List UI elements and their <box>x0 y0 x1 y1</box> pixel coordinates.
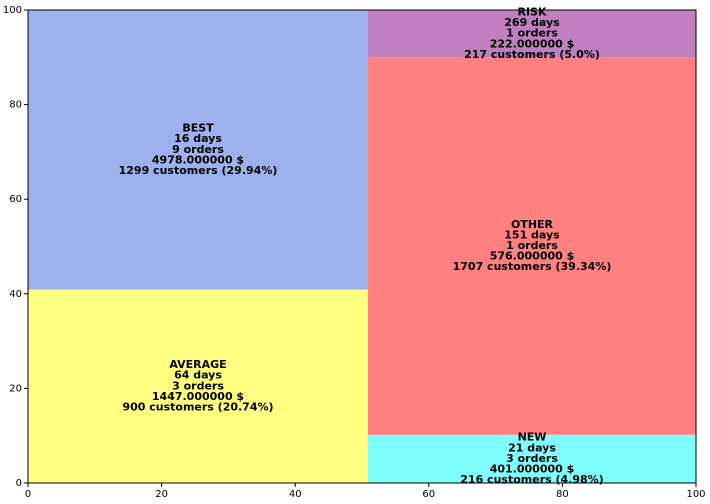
segment-new <box>368 434 696 483</box>
segment-other <box>368 57 696 435</box>
segment-label-line: 4978.000000 $ <box>152 153 244 166</box>
segment-label-line: 151 days <box>504 228 560 241</box>
segment-average <box>28 289 369 483</box>
segment-label-new: NEW 21 days 3 orders 401.000000 $216 custom… <box>460 431 603 486</box>
segment-best <box>28 10 369 290</box>
segment-label-line: 9 orders <box>172 143 224 156</box>
segment-label-line: 576.000000 $ <box>490 250 575 263</box>
segment-label-line: 16 days <box>174 132 222 145</box>
y-tick-label: 80 <box>9 100 22 111</box>
x-tick-label: 100 <box>686 489 705 500</box>
y-tick-label: 60 <box>9 194 22 205</box>
x-tick-label: 80 <box>556 489 569 500</box>
segment-label-line: 401.000000 $ <box>490 462 575 475</box>
segment-label-line: OTHER <box>511 218 554 231</box>
segment-label-line: 1447.000000 $ <box>152 390 244 403</box>
segment-label-line: 900 customers (20.74%) <box>122 400 273 413</box>
segment-label-line: RISK <box>517 5 546 18</box>
treemap-segments <box>28 10 696 483</box>
y-tick-label: 20 <box>9 383 22 394</box>
segment-label-other: OTHER 151 days 1 orders 576.000000 $1707 cu… <box>453 218 612 273</box>
y-tick-label: 40 <box>9 289 22 300</box>
segment-label-line: 1 orders <box>506 239 558 252</box>
segment-label-line: 217 customers (5.0%) <box>464 48 600 61</box>
segment-label-line: NEW <box>518 431 547 444</box>
segment-risk <box>368 10 696 58</box>
segment-label-line: 269 days <box>504 16 560 29</box>
y-tick-label: 0 <box>16 478 22 489</box>
y-tick-label: 100 <box>3 5 22 16</box>
segment-label-risk: RISK 269 days 1 orders 222.000000 $217 cust… <box>464 5 600 60</box>
x-tick-label: 0 <box>25 489 31 500</box>
x-tick-label: 60 <box>422 489 435 500</box>
segment-labels: AVERAGE 64 days 3 orders 1447.000000 $900 c… <box>119 5 612 486</box>
axes: 0 20 40 60 80 100 0 20 40 60 80 100 <box>3 5 706 500</box>
x-tick-label: 20 <box>155 489 168 500</box>
segment-label-line: 3 orders <box>172 379 224 392</box>
axes-frame <box>27 9 697 484</box>
segment-label-line: AVERAGE <box>169 358 226 371</box>
x-tick-label: 40 <box>289 489 302 500</box>
segment-label-line: 1707 customers (39.34%) <box>453 260 612 273</box>
segment-label-line: BEST <box>182 122 214 135</box>
segment-label-line: 1 orders <box>506 27 558 40</box>
segment-label-average: AVERAGE 64 days 3 orders 1447.000000 $900 c… <box>122 358 273 413</box>
segment-label-line: 216 customers (4.98%) <box>460 473 603 486</box>
segment-label-line: 1299 customers (29.94%) <box>119 164 278 177</box>
segment-label-best: BEST 16 days 9 orders 4978.000000 $1299 cus… <box>119 122 278 177</box>
segment-label-line: 222.000000 $ <box>490 37 575 50</box>
segment-label-line: 3 orders <box>506 452 558 465</box>
segment-label-line: 64 days <box>174 369 222 382</box>
segment-label-line: 21 days <box>508 441 556 454</box>
